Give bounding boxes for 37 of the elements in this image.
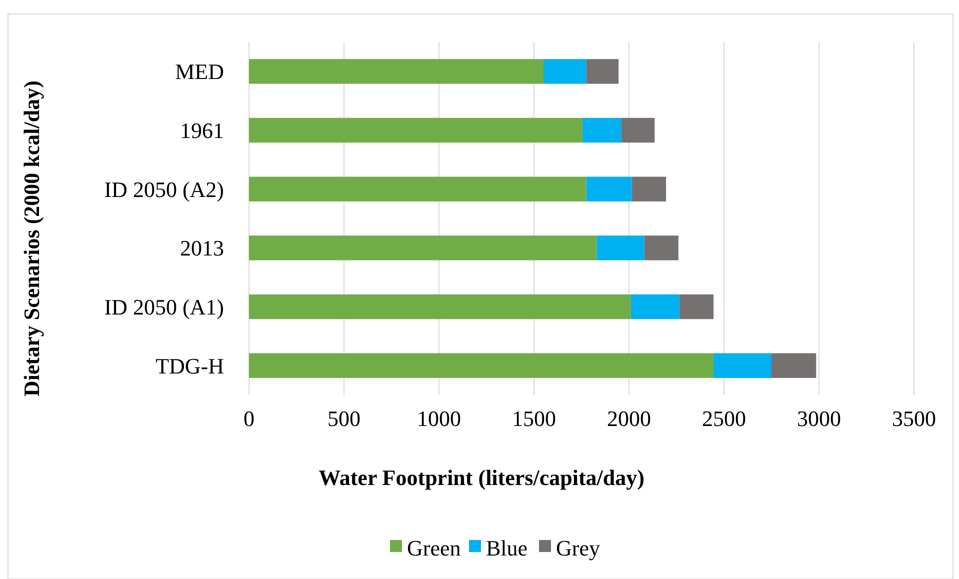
bar [596,236,644,260]
x-tick-label: 0 [244,406,254,431]
y-tick-label: 2013 [180,236,224,261]
bar [621,118,655,143]
x-tick-label: 1500 [512,406,556,431]
x-tick-label: 1000 [417,406,461,431]
bar [714,353,772,378]
x-axis-title: Water Footprint (liters/capita/day) [318,465,644,490]
legend-label: Blue [486,536,528,561]
x-tick-label: 3000 [797,406,841,431]
y-tick-label: 1961 [180,118,224,143]
x-tick-label: 2500 [702,406,746,431]
bar [582,118,622,143]
x-tick-label: 3500 [892,406,936,431]
bar [249,236,597,260]
x-tick-label: 500 [328,406,360,431]
bar [632,176,666,202]
bar [249,59,544,84]
bar [249,353,714,378]
y-tick-label: TDG-H [156,353,224,378]
x-tick-label: 2000 [607,406,651,431]
bar [586,176,632,202]
bar [772,353,816,378]
bar [586,59,619,84]
y-axis-title: Dietary Scenarios (2000 kcal/day) [19,80,44,396]
y-tick-label: MED [175,59,224,84]
legend-label: Green [407,536,461,561]
bar [249,176,586,202]
y-tick-label: ID 2050 (A2) [104,176,224,202]
bar [679,294,714,320]
bar [630,294,680,320]
bar [249,118,582,143]
y-tick-label: ID 2050 (A1) [104,294,224,320]
bar [544,59,586,84]
legend-label: Grey [556,536,600,561]
bar [644,236,678,260]
bar [249,294,631,320]
